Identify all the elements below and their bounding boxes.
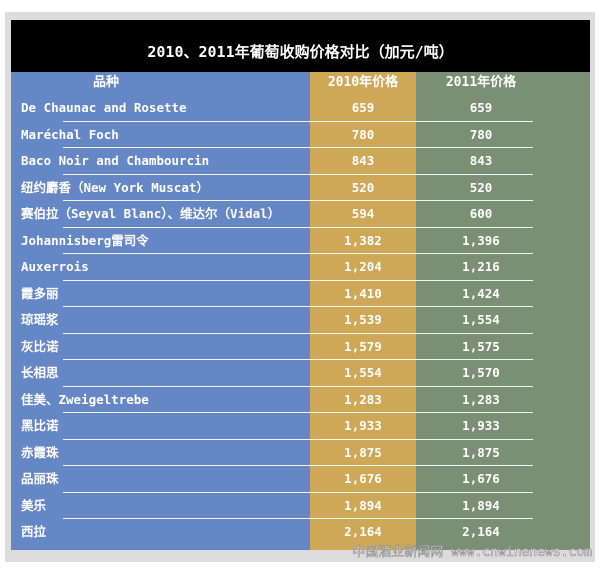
price-2011-cell: 600 xyxy=(469,206,493,221)
price-2011-cell: 659 xyxy=(469,100,493,115)
col-2011-bg xyxy=(416,72,590,550)
price-2010-cell: 1,579 xyxy=(344,338,382,354)
table-row: 纽约麝香（New York Muscat） 520 520 xyxy=(11,175,590,201)
row-divider xyxy=(63,253,533,254)
price-2011-cell: 1,554 xyxy=(462,312,500,327)
variety-cell: Auxerrois xyxy=(21,259,89,274)
price-2010-cell: 1,933 xyxy=(344,418,382,433)
price-2010-cell: 520 xyxy=(351,179,375,195)
price-2011-cell: 843 xyxy=(469,153,493,168)
table-row: Baco Noir and Chambourcin 843 843 xyxy=(11,148,590,175)
table-row: 品丽珠 1,676 1,676 xyxy=(11,466,590,493)
col-2010-bg xyxy=(310,72,416,550)
table-row: De Chaunac and Rosette 659 659 xyxy=(11,95,590,122)
price-2010-cell: 2,164 xyxy=(344,524,382,539)
header-variety: 品种 xyxy=(92,75,119,90)
row-divider xyxy=(63,438,533,440)
table-row: Maréchal Foch 780 780 xyxy=(11,122,590,148)
price-2011-cell: 1,933 xyxy=(462,418,500,433)
variety-cell: 赤霞珠 xyxy=(21,444,59,460)
price-2010-cell: 1,382 xyxy=(344,232,382,248)
price-2011-cell: 1,875 xyxy=(462,444,500,460)
price-2010-cell: 659 xyxy=(351,100,375,115)
table-row: 黑比诺 1,933 1,933 xyxy=(11,413,590,440)
price-2011-cell: 1,676 xyxy=(462,471,500,486)
header-2011: 2011年价格 xyxy=(445,75,517,90)
price-2011-cell: 1,894 xyxy=(462,497,500,513)
price-2010-cell: 780 xyxy=(351,126,375,142)
table-row: 西拉 2,164 2,164 xyxy=(11,519,590,546)
row-divider xyxy=(63,491,533,493)
price-2010-cell: 1,204 xyxy=(344,259,382,274)
price-2011-cell: 2,164 xyxy=(462,524,500,539)
row-divider xyxy=(63,385,533,387)
row-divider xyxy=(63,200,533,201)
price-2010-cell: 843 xyxy=(351,153,375,168)
price-2010-cell: 1,539 xyxy=(344,312,382,327)
price-2010-cell: 1,283 xyxy=(344,391,382,407)
variety-cell: 琼瑶浆 xyxy=(21,312,59,327)
variety-cell: 佳美、Zweigeltrebe xyxy=(21,391,149,407)
price-2011-cell: 780 xyxy=(469,126,493,142)
table-row: 赤霞珠 1,875 1,875 xyxy=(11,440,590,466)
row-divider xyxy=(63,465,533,466)
table-row: 佳美、Zweigeltrebe 1,283 1,283 xyxy=(11,387,590,413)
variety-cell: 长相思 xyxy=(21,365,59,380)
row-divider xyxy=(63,173,533,175)
table-row: Johannisberg雷司令 1,382 1,396 xyxy=(11,228,590,254)
price-2011-cell: 1,424 xyxy=(462,285,500,301)
table-row: 霞多丽 1,410 1,424 xyxy=(11,281,590,307)
row-divider xyxy=(63,147,533,148)
table-row: 赛伯拉（Seyval Blanc）、维达尔（Vidal） 594 600 xyxy=(11,201,590,228)
variety-cell: 美乐 xyxy=(21,497,47,513)
variety-cell: 纽约麝香（New York Muscat） xyxy=(21,179,209,195)
row-divider xyxy=(63,332,533,334)
price-2011-cell: 1,216 xyxy=(462,259,500,274)
price-2011-cell: 1,575 xyxy=(462,338,500,354)
price-2011-cell: 1,283 xyxy=(462,391,500,407)
variety-cell: 品丽珠 xyxy=(21,471,59,486)
table-row: 琼瑶浆 1,539 1,554 xyxy=(11,307,590,334)
price-2011-cell: 1,570 xyxy=(462,365,500,380)
variety-cell: Baco Noir and Chambourcin xyxy=(21,153,210,168)
row-divider xyxy=(63,412,533,413)
table-row: 长相思 1,554 1,570 xyxy=(11,360,590,387)
table-row: 灰比诺 1,579 1,575 xyxy=(11,334,590,360)
title-text: 2010、2011年葡萄收购价格对比（加元/吨） xyxy=(147,43,454,61)
row-divider xyxy=(63,306,533,307)
price-2010-cell: 1,676 xyxy=(344,471,382,486)
row-divider xyxy=(63,120,533,122)
watermark: 中国酒业新闻网 www.cnwinenews.com xyxy=(352,545,592,561)
price-2010-cell: 1,875 xyxy=(344,444,382,460)
variety-cell: 霞多丽 xyxy=(21,285,59,301)
table-row: Auxerrois 1,204 1,216 xyxy=(11,254,590,281)
header-2010: 2010年价格 xyxy=(327,75,399,90)
table-row: 美乐 1,894 1,894 xyxy=(11,493,590,519)
table-title: 2010、2011年葡萄收购价格对比（加元/吨） xyxy=(11,20,590,72)
price-2011-cell: 1,396 xyxy=(462,232,500,248)
variety-cell: 黑比诺 xyxy=(21,418,59,433)
variety-column-bg xyxy=(11,72,310,550)
price-2010-cell: 1,554 xyxy=(344,365,382,380)
variety-cell: 灰比诺 xyxy=(21,338,59,354)
price-2010-cell: 594 xyxy=(351,206,375,221)
price-2010-cell: 1,410 xyxy=(344,285,382,301)
variety-cell: De Chaunac and Rosette xyxy=(21,100,187,115)
row-divider xyxy=(63,518,533,519)
row-divider xyxy=(63,279,533,281)
variety-cell: 西拉 xyxy=(21,524,47,539)
variety-cell: Maréchal Foch xyxy=(21,126,119,142)
variety-cell: Johannisberg雷司令 xyxy=(21,232,149,248)
price-2011-cell: 520 xyxy=(469,179,493,195)
row-divider xyxy=(63,226,533,228)
row-divider xyxy=(63,359,533,360)
price-2010-cell: 1,894 xyxy=(344,497,382,513)
variety-cell: 赛伯拉（Seyval Blanc）、维达尔（Vidal） xyxy=(21,206,281,221)
